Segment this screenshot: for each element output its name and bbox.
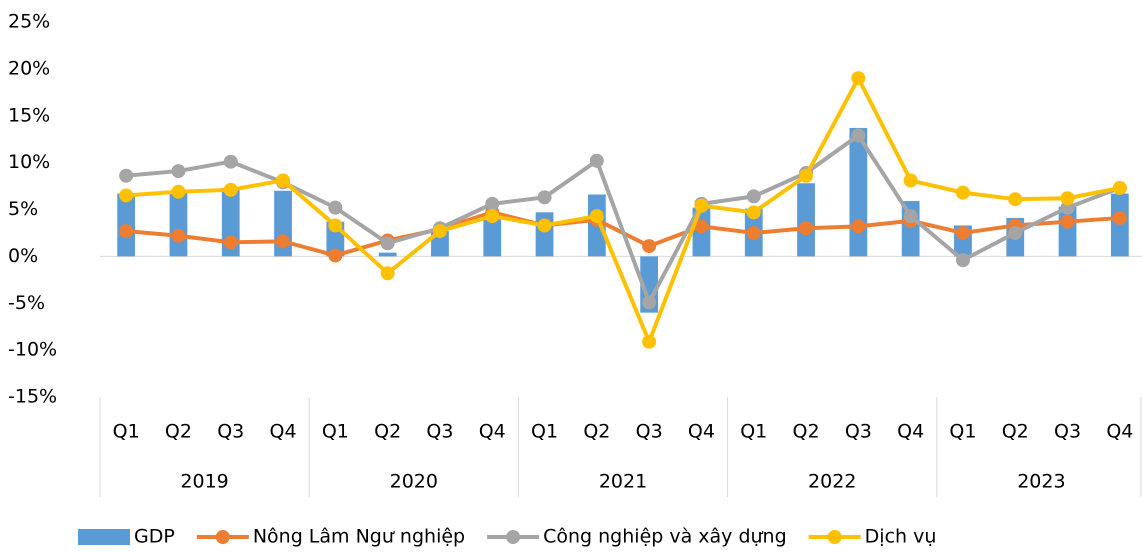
bar — [1110, 193, 1129, 257]
marker — [903, 209, 918, 224]
marker — [589, 153, 604, 168]
bar — [483, 214, 502, 257]
marker — [223, 182, 238, 197]
marker — [119, 224, 134, 239]
marker — [903, 173, 918, 188]
marker — [642, 239, 657, 254]
y-tick-label: 15% — [8, 104, 50, 126]
y-tick-label: 10% — [8, 151, 50, 173]
marker — [119, 168, 134, 183]
x-tick-label: Q2 — [583, 421, 610, 443]
marker — [537, 218, 552, 233]
x-tick-label: Q1 — [113, 421, 140, 443]
x-tick-label: Q2 — [374, 421, 401, 443]
x-tick-label: Q4 — [688, 421, 715, 443]
marker — [1060, 191, 1075, 206]
x-tick-label: Q3 — [1054, 421, 1081, 443]
x-tick-label: Q4 — [479, 421, 506, 443]
x-tick-label: Q3 — [636, 421, 663, 443]
marker — [223, 154, 238, 169]
marker — [1112, 210, 1127, 225]
marker — [380, 266, 395, 281]
marker — [642, 295, 657, 310]
marker — [328, 248, 343, 263]
x-tick-label: Q2 — [165, 421, 192, 443]
legend-swatch — [506, 530, 521, 544]
y-tick-label: -10% — [8, 339, 57, 361]
marker — [851, 219, 866, 234]
x-group-label: 2023 — [1017, 471, 1065, 493]
legend-swatch — [78, 529, 130, 545]
marker — [537, 190, 552, 205]
x-tick-label: Q1 — [949, 421, 976, 443]
marker — [223, 235, 238, 250]
marker — [276, 234, 291, 249]
marker — [642, 334, 657, 349]
x-tick-label: Q4 — [897, 421, 924, 443]
x-tick-label: Q4 — [1106, 421, 1133, 443]
marker — [694, 219, 709, 234]
marker — [955, 253, 970, 268]
legend-label: Dịch vụ — [865, 526, 937, 548]
marker — [380, 236, 395, 251]
legend-swatch — [215, 530, 230, 544]
marker — [171, 164, 186, 179]
marker — [851, 128, 866, 143]
marker — [1008, 225, 1023, 240]
marker — [119, 188, 134, 203]
bar — [378, 252, 397, 257]
marker — [955, 225, 970, 240]
y-tick-label: -15% — [8, 386, 57, 408]
marker — [328, 218, 343, 233]
x-group-label: 2020 — [390, 471, 438, 493]
legend-label: Nông Lâm Ngư nghiệp — [253, 526, 465, 548]
y-tick-label: 25% — [8, 11, 50, 33]
marker — [955, 185, 970, 200]
marker — [485, 209, 500, 224]
x-tick-label: Q1 — [531, 421, 558, 443]
x-tick-label: Q2 — [1002, 421, 1029, 443]
marker — [171, 228, 186, 243]
marker — [171, 184, 186, 199]
x-group-label: 2022 — [808, 471, 856, 493]
x-group-label: 2019 — [180, 471, 228, 493]
x-group-label: 2021 — [599, 471, 647, 493]
marker — [851, 71, 866, 86]
x-tick-label: Q2 — [793, 421, 820, 443]
bar — [431, 231, 449, 257]
marker — [799, 168, 814, 183]
bar — [797, 183, 815, 257]
legend-swatch — [827, 530, 842, 544]
x-tick-label: Q3 — [217, 421, 244, 443]
x-tick-label: Q3 — [426, 421, 453, 443]
marker — [589, 209, 604, 224]
x-tick-label: Q4 — [270, 421, 297, 443]
x-tick-label: Q1 — [740, 421, 767, 443]
x-tick-label: Q1 — [322, 421, 349, 443]
marker — [799, 221, 814, 236]
marker — [328, 200, 343, 215]
x-tick-label: Q3 — [845, 421, 872, 443]
y-tick-label: 20% — [8, 57, 50, 79]
bar — [169, 192, 188, 257]
marker — [694, 198, 709, 213]
marker — [746, 225, 761, 240]
marker — [432, 224, 447, 239]
marker — [746, 189, 761, 204]
marker — [746, 205, 761, 220]
line — [126, 76, 1121, 344]
marker — [1008, 192, 1023, 207]
marker — [276, 173, 291, 188]
y-tick-label: -5% — [8, 292, 45, 314]
y-tick-label: 0% — [8, 245, 38, 267]
marker — [1060, 214, 1075, 229]
legend-label: Công nghiệp và xây dựng — [543, 526, 787, 548]
y-tick-label: 5% — [8, 198, 38, 220]
legend-label: GDP — [134, 526, 175, 548]
marker — [485, 196, 500, 211]
marker — [1112, 180, 1127, 195]
